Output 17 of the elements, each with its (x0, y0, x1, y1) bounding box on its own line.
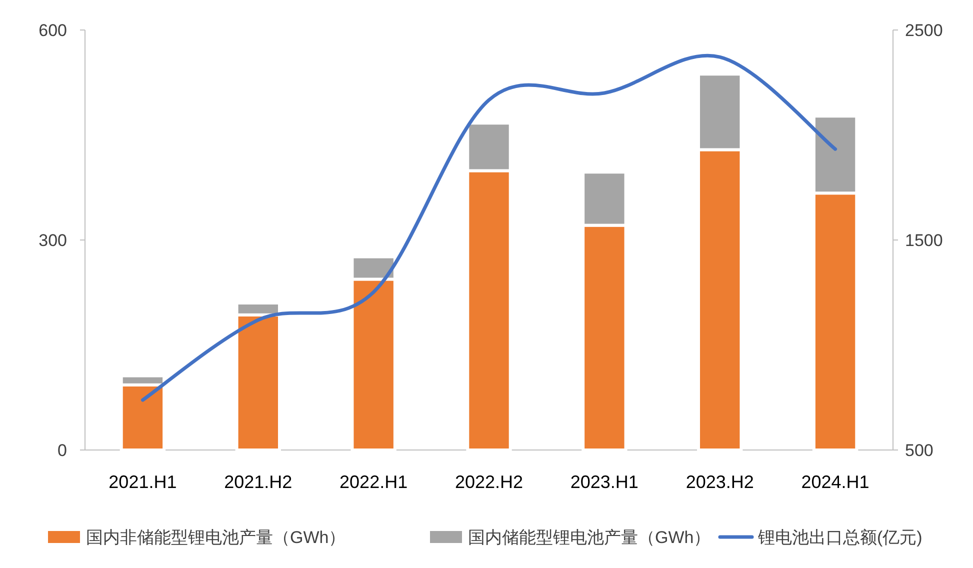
legend-label: 锂电池出口总额(亿元) (757, 528, 922, 547)
legend-label: 国内非储能型锂电池产量（GWh） (86, 528, 346, 547)
y2-tick-label: 2500 (905, 21, 943, 40)
x-tick-label: 2023.H2 (686, 472, 754, 492)
x-tick-label: 2022.H2 (454, 472, 524, 492)
legend-label: 国内储能型锂电池产量（GWh） (468, 528, 711, 547)
y2-tick-label: 1500 (905, 231, 943, 250)
line-series (140, 54, 838, 402)
y-tick-label: 0 (58, 441, 67, 460)
x-tick-label: 2023.H1 (570, 472, 638, 492)
x-tick-label: 2021.H2 (224, 472, 292, 492)
y-tick-label: 300 (38, 231, 67, 250)
x-tick-label: 2022.H1 (340, 472, 408, 492)
x-tick-label: 2021.H1 (108, 472, 177, 492)
y-tick-label: 600 (38, 21, 67, 40)
y2-tick-label: 500 (905, 441, 934, 460)
x-tick-label: 2024.H1 (801, 472, 870, 492)
